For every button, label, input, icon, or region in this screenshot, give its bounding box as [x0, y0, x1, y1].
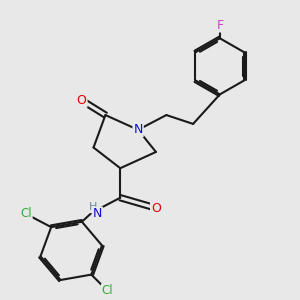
Text: H: H: [89, 202, 98, 212]
Text: Cl: Cl: [20, 207, 32, 220]
Text: N: N: [134, 123, 143, 136]
Text: Cl: Cl: [102, 284, 113, 297]
Text: O: O: [151, 202, 161, 214]
Text: F: F: [216, 19, 224, 32]
Text: N: N: [93, 208, 102, 220]
Text: O: O: [77, 94, 87, 107]
